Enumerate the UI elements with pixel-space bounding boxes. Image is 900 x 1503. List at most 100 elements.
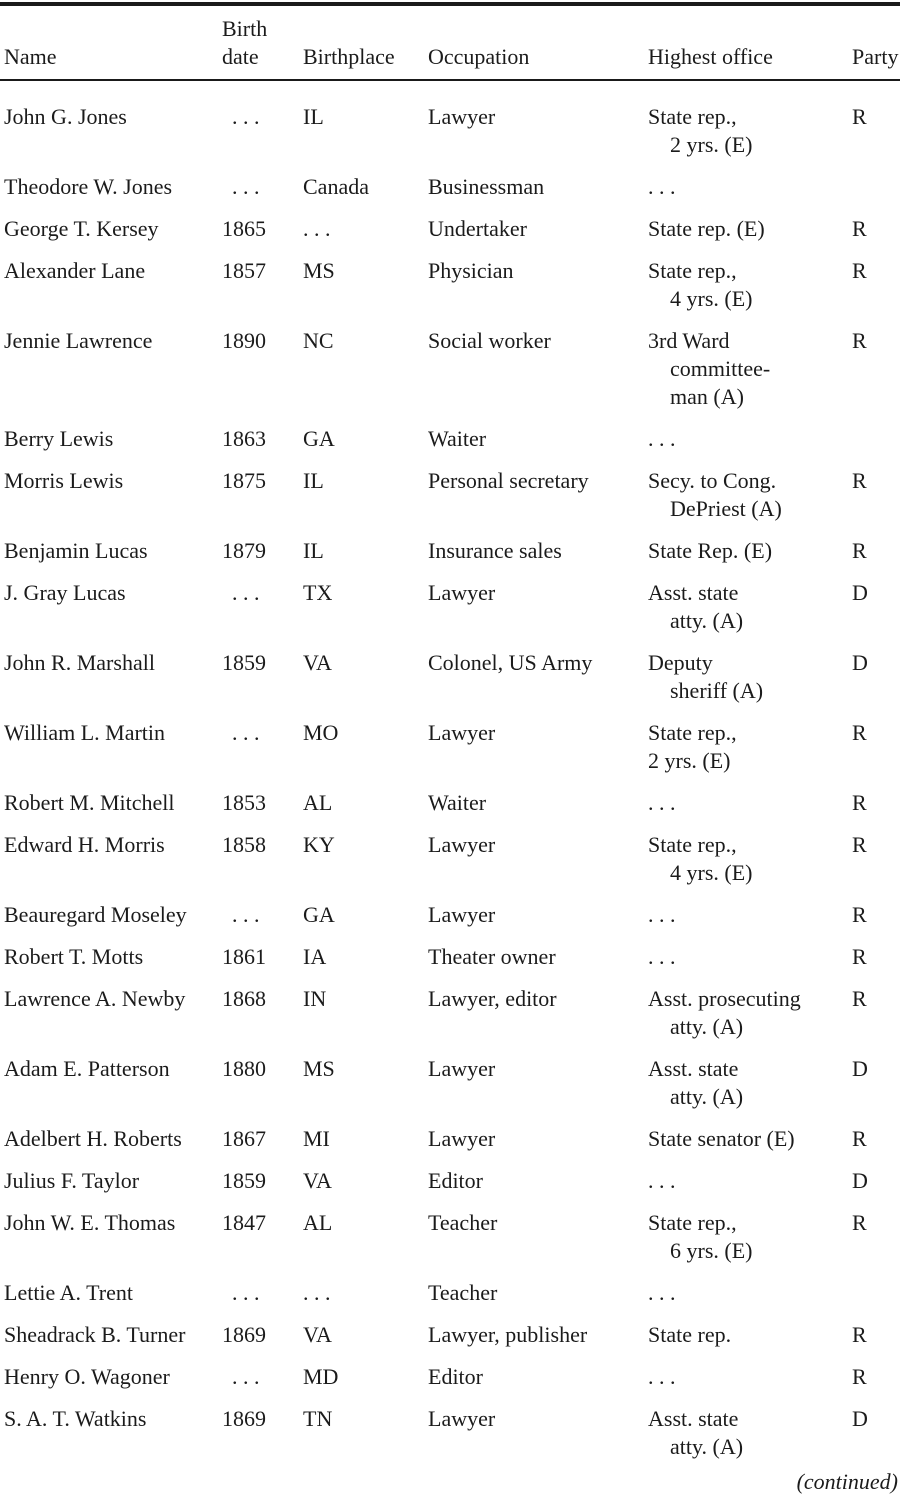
cell-occupation: Lawyer [428, 580, 496, 605]
cell-occupation: Lawyer [428, 902, 496, 927]
cell-name: John R. Marshall [4, 650, 155, 675]
cell-birth-date: 1868 [222, 986, 266, 1011]
office-line: . . . [648, 1364, 676, 1389]
header-label: Party [852, 44, 899, 69]
header-highest-office: Highest office [648, 43, 852, 71]
cell-party: R [852, 902, 867, 927]
cell-occupation: Lawyer [428, 1056, 496, 1081]
cell-party: R [852, 1364, 867, 1389]
header-label: Occupation [428, 44, 530, 69]
cell-occupation: Lawyer [428, 104, 496, 129]
cell-birthplace: Canada [303, 174, 369, 199]
cell-name: Sheadrack B. Turner [4, 1322, 186, 1347]
cell-occupation: Social worker [428, 328, 551, 353]
top-rule [0, 2, 900, 6]
office-line: 2 yrs. (E) [670, 132, 753, 157]
table-row: George T. Kersey 1865 . . . Undertaker State… [0, 215, 900, 243]
cell-birth-date: 1879 [222, 538, 266, 563]
cell-occupation: Editor [428, 1168, 483, 1193]
office-line: man (A) [670, 384, 744, 409]
office-line: 4 yrs. (E) [670, 286, 753, 311]
header-rule [0, 79, 900, 81]
cell-highest-office: Asst. state atty. (A) [648, 1055, 852, 1111]
cell-birthplace: MS [303, 1056, 335, 1081]
cell-name: Morris Lewis [4, 468, 124, 493]
office-line: 6 yrs. (E) [670, 1238, 753, 1263]
table-row: Adelbert H. Roberts 1867 MI Lawyer State sen… [0, 1125, 900, 1153]
cell-highest-office: . . . [648, 1279, 852, 1307]
cell-birthplace: MI [303, 1126, 330, 1151]
cell-birthplace: VA [303, 1168, 332, 1193]
cell-occupation: Lawyer [428, 1126, 496, 1151]
cell-birth-date: 1857 [222, 258, 266, 283]
office-line: . . . [648, 790, 676, 815]
cell-occupation: Waiter [428, 790, 487, 815]
cell-occupation: Physician [428, 258, 514, 283]
cell-birthplace: IN [303, 986, 327, 1011]
cell-name: William L. Martin [4, 720, 166, 745]
table-row: Beauregard Moseley . . . GA Lawyer . . . R [0, 901, 900, 929]
cell-birth-date: 1880 [222, 1056, 266, 1081]
cell-highest-office: . . . [648, 1167, 852, 1195]
cell-occupation: Lawyer, editor [428, 986, 557, 1011]
cell-occupation: Personal secretary [428, 468, 589, 493]
table-row: Henry O. Wagoner . . . MD Editor . . . R [0, 1363, 900, 1391]
continued-note: (continued) [796, 1469, 898, 1494]
cell-birth-date: 1867 [222, 1126, 266, 1151]
cell-highest-office: . . . [648, 943, 852, 971]
table-row: Theodore W. Jones . . . Canada Businessman.… [0, 173, 900, 201]
table-row: Robert T. Motts 1861 IA Theater owner . . . R [0, 943, 900, 971]
cell-birthplace: . . . [303, 216, 331, 241]
cell-name: George T. Kersey [4, 216, 159, 241]
table-row: J. Gray Lucas . . . TX Lawyer Asst. state att… [0, 579, 900, 635]
cell-highest-office: State rep., 6 yrs. (E) [648, 1209, 852, 1265]
cell-name: Robert T. Motts [4, 944, 144, 969]
office-line: State rep., [648, 832, 737, 857]
office-line: State rep., [648, 104, 737, 129]
office-line: . . . [648, 174, 676, 199]
cell-name: Julius F. Taylor [4, 1168, 140, 1193]
cell-name: Jennie Lawrence [4, 328, 153, 353]
cell-highest-office: . . . [648, 789, 852, 817]
cell-party: R [852, 790, 867, 815]
cell-name: Adam E. Patterson [4, 1056, 170, 1081]
cell-occupation: Undertaker [428, 216, 527, 241]
cell-birth-date: 1861 [222, 944, 266, 969]
cell-name: Beauregard Moseley [4, 902, 187, 927]
cell-occupation: Lawyer, publisher [428, 1322, 588, 1347]
cell-birthplace: IA [303, 944, 327, 969]
office-line: Secy. to Cong. [648, 468, 777, 493]
cell-party [852, 1279, 900, 1307]
table-body: John G. Jones . . . IL Lawyer State rep., 2 y… [0, 103, 900, 1461]
office-line: 2 yrs. (E) [648, 748, 731, 773]
table-row: S. A. T. Watkins 1869 TN Lawyer Asst. state a… [0, 1405, 900, 1461]
cell-party: D [852, 650, 868, 675]
office-line: . . . [648, 902, 676, 927]
cell-occupation: Colonel, US Army [428, 650, 593, 675]
table-row: Benjamin Lucas 1879 IL Insurance sales State… [0, 537, 900, 565]
office-line: Deputy [648, 650, 713, 675]
cell-birth-date: 1859 [222, 650, 266, 675]
office-line: atty. (A) [670, 1014, 744, 1039]
cell-name: J. Gray Lucas [4, 580, 126, 605]
cell-birthplace: IL [303, 104, 324, 129]
cell-birthplace: NC [303, 328, 334, 353]
table-row: Lawrence A. Newby 1868 IN Lawyer, editor Ass… [0, 985, 900, 1041]
table-row: John R. Marshall 1859 VA Colonel, US Army De… [0, 649, 900, 705]
cell-highest-office: State rep., 4 yrs. (E) [648, 257, 852, 313]
cell-party: D [852, 1168, 868, 1193]
cell-party [852, 173, 900, 201]
cell-birthplace: GA [303, 426, 335, 451]
cell-birth-date: . . . [232, 580, 260, 605]
cell-birth-date: 1859 [222, 1168, 266, 1193]
cell-birthplace: MS [303, 258, 335, 283]
header-name: Name [4, 43, 222, 71]
header-label: Name [4, 44, 57, 69]
office-line: . . . [648, 1168, 676, 1193]
cell-party: R [852, 104, 867, 129]
cell-highest-office: State senator (E) [648, 1125, 852, 1153]
cell-party: D [852, 1406, 868, 1431]
header-label: Highest office [648, 44, 773, 69]
cell-name: John W. E. Thomas [4, 1210, 176, 1235]
